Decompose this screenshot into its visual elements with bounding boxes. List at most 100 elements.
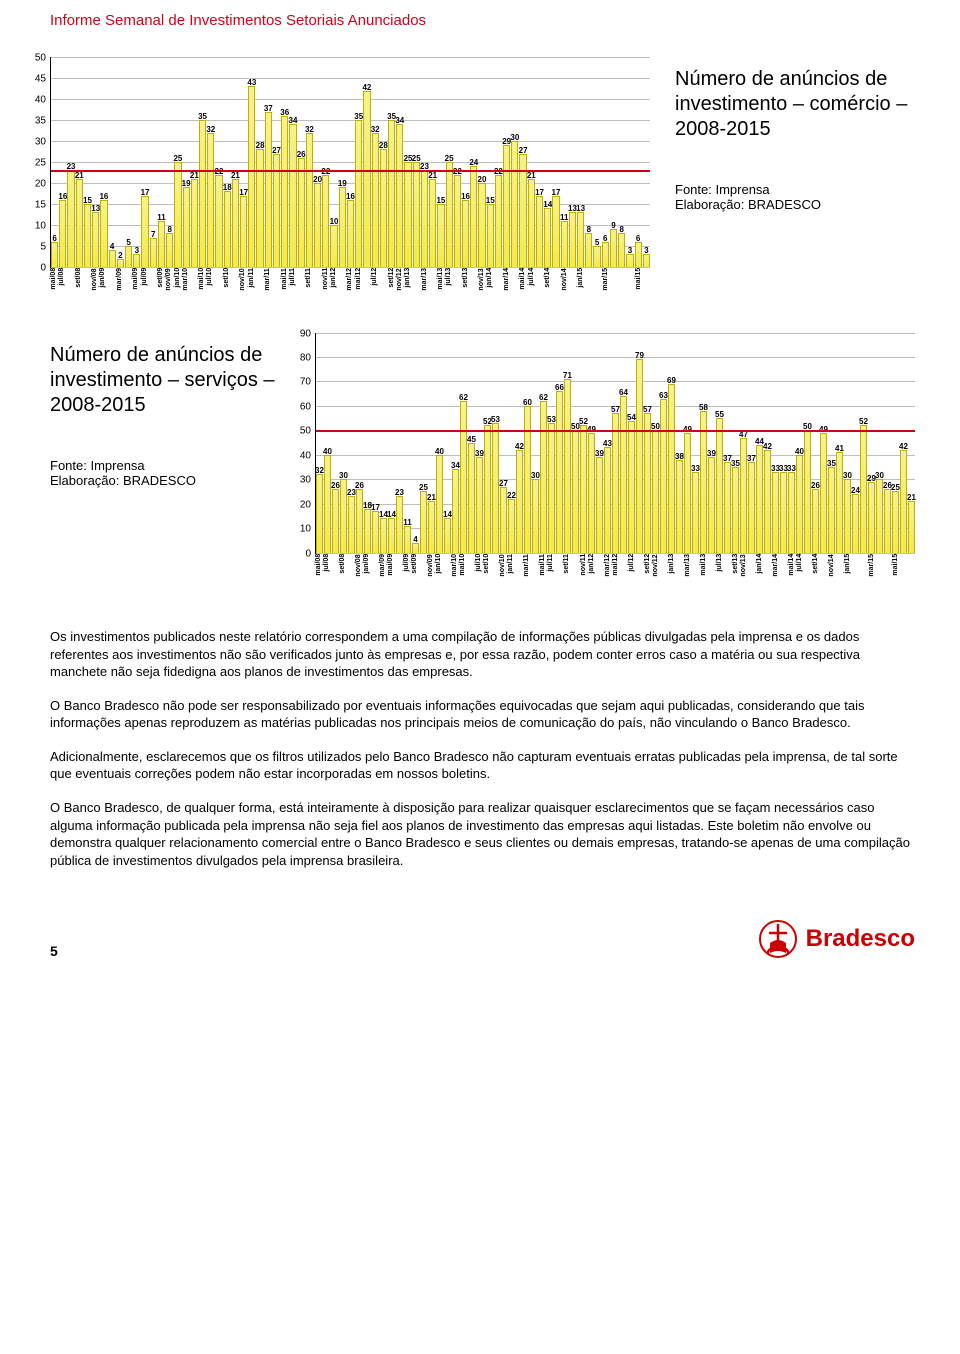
chart-bar: 50 <box>572 430 579 552</box>
bar-value-label: 49 <box>683 425 692 434</box>
chart-bar: 3 <box>133 254 140 267</box>
xtick-label: jul/09 <box>403 554 410 579</box>
xtick-label <box>515 554 522 579</box>
xtick-label: nov/13 <box>740 554 747 579</box>
xtick-label: nov/11 <box>322 268 329 293</box>
bar-value-label: 39 <box>595 449 604 458</box>
xtick-label <box>231 268 238 293</box>
xtick-label: jan/12 <box>588 554 595 579</box>
chart-bar: 6 <box>51 242 58 267</box>
bar-value-label: 53 <box>491 415 500 424</box>
chart-bar: 42 <box>900 450 907 553</box>
bar-value-label: 14 <box>387 510 396 519</box>
bar-value-label: 17 <box>535 188 544 197</box>
xtick-label: mai/12 <box>355 268 362 293</box>
xtick-label: set/14 <box>544 268 551 293</box>
xtick-label <box>626 268 633 293</box>
xtick-label <box>836 554 843 579</box>
bar-value-label: 40 <box>323 447 332 456</box>
chart-bar: 42 <box>764 450 771 553</box>
xtick-label: jul/14 <box>528 268 535 293</box>
chart-bar: 52 <box>484 425 491 552</box>
bar-value-label: 16 <box>346 192 355 201</box>
chart-bar: 22 <box>508 499 515 553</box>
bar-value-label: 24 <box>851 486 860 495</box>
chart-bar: 23 <box>421 170 428 267</box>
bar-value-label: 32 <box>371 125 380 134</box>
xtick-label: jan/09 <box>99 268 106 293</box>
ytick-label: 25 <box>35 158 51 169</box>
bar-value-label: 30 <box>339 471 348 480</box>
bar-value-label: 27 <box>272 146 281 155</box>
chart-bar: 16 <box>100 200 107 267</box>
xtick-label: mar/09 <box>116 268 123 293</box>
ytick-label: 30 <box>300 475 316 486</box>
bar-value-label: 6 <box>636 234 640 243</box>
xtick-label <box>215 268 222 293</box>
bar-value-label: 26 <box>811 481 820 490</box>
chart-bar: 11 <box>561 221 568 267</box>
bar-value-label: 20 <box>478 175 487 184</box>
chart-commerce-xaxis: mai/08jul/08set/08nov/08jan/09mar/09mai/… <box>50 268 650 293</box>
chart-bar: 54 <box>628 421 635 553</box>
xtick-label: set/14 <box>812 554 819 579</box>
xtick-label: set/11 <box>305 268 312 293</box>
bar-value-label: 25 <box>173 154 182 163</box>
bar-value-label: 16 <box>99 192 108 201</box>
chart-bar: 9 <box>610 229 617 267</box>
chart-commerce-block: 0510152025303540455061623211513164253177… <box>50 57 915 293</box>
chart-bar: 24 <box>852 494 859 553</box>
xtick-label: jan/10 <box>435 554 442 579</box>
chart-bar: 8 <box>166 233 173 267</box>
xtick-label <box>536 268 543 293</box>
bar-value-label: 20 <box>313 175 322 184</box>
bar-value-label: 35 <box>731 459 740 468</box>
bar-value-label: 17 <box>239 188 248 197</box>
bar-value-label: 24 <box>469 158 478 167</box>
chart-bar: 20 <box>478 183 485 267</box>
chart-bar: 60 <box>524 406 531 553</box>
bar-value-label: 5 <box>595 238 599 247</box>
chart-bar: 13 <box>577 212 584 267</box>
bar-value-label: 32 <box>315 466 324 475</box>
chart-bar: 29 <box>868 482 875 553</box>
chart-bar: 53 <box>548 423 555 553</box>
chart-bar: 26 <box>884 489 891 553</box>
xtick-label: mar/09 <box>379 554 386 579</box>
source-line: Elaboração: BRADESCO <box>675 197 821 212</box>
ytick-label: 10 <box>300 524 316 535</box>
xtick-label: nov/08 <box>91 268 98 293</box>
chart-services-title: Número de anúncios de investimento – ser… <box>50 343 290 418</box>
xtick-label: mai/14 <box>788 554 795 579</box>
xtick-label <box>660 554 667 579</box>
chart-bar: 40 <box>324 455 331 553</box>
xtick-label: mar/15 <box>868 554 875 579</box>
bar-value-label: 3 <box>135 246 139 255</box>
chart-services-xaxis: mai/08jul/08set/08nov/08jan/09mar/09mai/… <box>315 554 915 579</box>
chart-bar: 35 <box>388 120 395 267</box>
xtick-label: jan/14 <box>756 554 763 579</box>
chart-bar: 3 <box>643 254 650 267</box>
xtick-label <box>491 554 498 579</box>
xtick-label: set/08 <box>75 268 82 293</box>
xtick-label: jan/13 <box>668 554 675 579</box>
chart-bar: 42 <box>363 91 370 267</box>
bar-value-label: 66 <box>555 383 564 392</box>
disclaimer-para: Adicionalmente, esclarecemos que os filt… <box>50 748 915 783</box>
xtick-label: set/11 <box>563 554 570 579</box>
bar-value-label: 42 <box>763 442 772 451</box>
bar-value-label: 41 <box>835 444 844 453</box>
bar-value-label: 54 <box>627 413 636 422</box>
chart-bar: 6 <box>635 242 642 267</box>
xtick-label <box>610 268 617 293</box>
chart-services: 0102030405060708090324026302326181714142… <box>315 333 915 554</box>
bar-value-label: 34 <box>395 116 404 125</box>
source-line: Fonte: Imprensa <box>675 182 770 197</box>
trend-line <box>51 170 650 172</box>
xtick-label <box>620 554 627 579</box>
chart-bar: 22 <box>322 175 329 267</box>
bar-value-label: 33 <box>691 464 700 473</box>
bar-value-label: 26 <box>331 481 340 490</box>
chart-bar: 40 <box>796 455 803 553</box>
bar-value-label: 15 <box>436 196 445 205</box>
